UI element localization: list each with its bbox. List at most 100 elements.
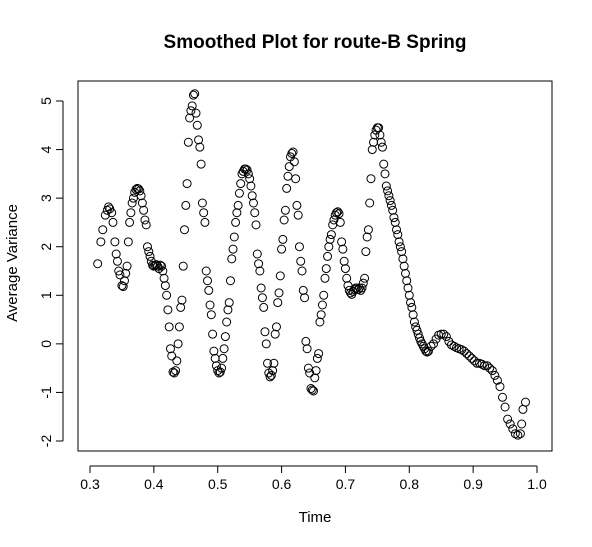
y-axis-label: Average Variance <box>4 204 21 322</box>
data-point <box>477 359 487 369</box>
data-point <box>241 164 251 174</box>
data-point <box>246 181 256 191</box>
data-point <box>183 137 193 147</box>
data-point <box>176 302 186 312</box>
data-point <box>204 285 214 295</box>
data-point <box>392 225 402 235</box>
data-point <box>508 424 518 434</box>
data-point <box>248 198 258 208</box>
data-points <box>93 89 531 440</box>
data-point <box>255 266 265 276</box>
data-point <box>362 232 372 242</box>
data-point <box>334 209 344 219</box>
data-point <box>312 353 322 363</box>
data-point <box>361 247 371 257</box>
data-point <box>209 346 219 356</box>
data-point <box>314 349 324 359</box>
data-point <box>357 283 367 293</box>
data-point <box>144 247 154 257</box>
data-point <box>123 237 133 247</box>
data-point <box>326 230 336 240</box>
data-point <box>305 368 315 378</box>
data-point <box>121 268 131 278</box>
data-point <box>321 264 331 274</box>
data-point <box>282 183 292 193</box>
data-point <box>409 317 419 327</box>
data-point <box>217 363 227 373</box>
data-point <box>300 293 310 303</box>
data-point <box>228 244 238 254</box>
data-point <box>498 392 508 402</box>
data-point <box>408 310 418 320</box>
data-point <box>186 106 196 116</box>
data-point <box>284 162 294 172</box>
x-tick-label: 1.0 <box>527 476 547 492</box>
data-point <box>490 370 500 380</box>
data-point <box>274 288 284 298</box>
data-point <box>136 191 146 201</box>
data-point <box>417 339 427 349</box>
data-point <box>245 174 255 184</box>
data-point <box>517 419 527 429</box>
data-point <box>366 174 376 184</box>
data-point <box>388 205 398 215</box>
data-point <box>117 281 127 291</box>
data-point <box>261 339 271 349</box>
data-point <box>185 113 195 123</box>
data-point <box>251 220 261 230</box>
data-point <box>126 208 136 218</box>
data-point <box>169 368 179 378</box>
data-point <box>381 181 391 191</box>
data-point <box>191 108 201 118</box>
data-point <box>340 264 350 274</box>
data-point <box>407 302 417 312</box>
data-point <box>171 366 181 376</box>
data-point <box>319 290 329 300</box>
data-point <box>162 290 172 300</box>
data-point <box>277 244 287 254</box>
data-point <box>323 251 333 261</box>
data-point <box>367 145 377 155</box>
data-point <box>100 210 110 220</box>
data-point <box>294 242 304 252</box>
data-point <box>394 237 404 247</box>
data-point <box>201 266 211 276</box>
x-tick-label: 0.5 <box>208 476 228 492</box>
data-point <box>280 205 290 215</box>
data-point <box>159 273 169 283</box>
data-point <box>215 367 225 377</box>
data-point <box>140 215 150 225</box>
data-point <box>195 142 205 152</box>
data-point <box>328 220 338 230</box>
data-point <box>310 373 320 383</box>
data-point <box>208 329 218 339</box>
data-point <box>311 366 321 376</box>
data-point <box>397 247 407 257</box>
data-point <box>398 254 408 264</box>
data-point <box>369 137 379 147</box>
data-point <box>271 322 281 332</box>
data-point <box>386 200 396 210</box>
data-point <box>301 336 311 346</box>
data-point <box>469 356 479 366</box>
data-point <box>250 208 260 218</box>
data-point <box>390 217 400 227</box>
data-point <box>297 266 307 276</box>
data-point <box>380 169 390 179</box>
y-tick-label: 3 <box>38 194 54 202</box>
data-point <box>200 217 210 227</box>
y-tick-label: 0 <box>38 340 54 348</box>
data-point <box>111 249 121 259</box>
data-point <box>268 366 278 376</box>
data-point <box>324 242 334 252</box>
data-point <box>194 135 204 145</box>
data-point <box>439 329 449 339</box>
data-point <box>199 208 209 218</box>
data-point <box>270 329 280 339</box>
x-tick-label: 0.7 <box>336 476 356 492</box>
data-point <box>214 368 224 378</box>
data-point <box>197 198 207 208</box>
data-point <box>339 256 349 266</box>
data-point <box>306 384 316 394</box>
data-point <box>288 147 298 157</box>
